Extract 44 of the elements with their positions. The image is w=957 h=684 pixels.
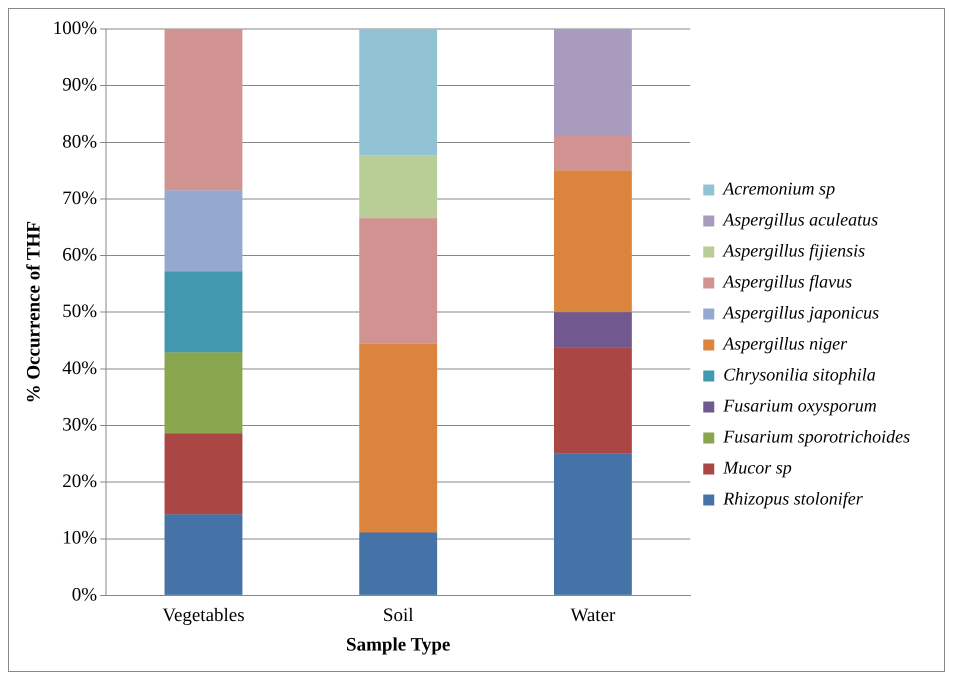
legend-label: Aspergillus aculeatus xyxy=(722,210,878,230)
legend-label: Aspergillus flavus xyxy=(722,272,852,292)
bar xyxy=(164,271,242,352)
y-tick-label: 70% xyxy=(62,188,98,209)
bar xyxy=(359,344,438,533)
y-tick-label: 90% xyxy=(62,74,98,96)
y-tick-label: 50% xyxy=(62,301,98,322)
y-tick-label: 100% xyxy=(52,18,98,39)
legend-label: Aspergillus niger xyxy=(722,334,848,354)
legend-label: Fusarium sporotrichoides xyxy=(722,426,910,447)
legend-label: Aspergillus japonicus xyxy=(722,302,880,323)
bar xyxy=(359,218,438,344)
legend-label: Acremonium sp xyxy=(722,178,836,199)
bar xyxy=(554,312,632,348)
bar xyxy=(359,29,438,156)
y-tick-label: 80% xyxy=(62,131,98,152)
bar xyxy=(164,433,242,514)
y-tick-label: 10% xyxy=(62,528,98,549)
y-tick-label: 0% xyxy=(72,584,98,606)
bar xyxy=(554,170,632,312)
x-tick-label: Vegetables xyxy=(162,604,245,626)
bar xyxy=(554,454,632,595)
y-tick-label: 60% xyxy=(62,244,98,266)
x-tick-label: Soil xyxy=(382,604,414,626)
bar xyxy=(554,135,632,171)
legend-label: Aspergillus fijiensis xyxy=(722,240,866,261)
legend-label: Fusarium oxysporum xyxy=(722,396,877,416)
bar xyxy=(359,155,438,218)
x-axis-title: Sample Type xyxy=(346,634,450,656)
legend-label: Mucor sp xyxy=(722,458,792,478)
bar xyxy=(554,348,632,454)
legend-label: Chrysonilia sitophila xyxy=(723,364,876,385)
x-tick-label: Water xyxy=(570,604,616,626)
y-tick-label: 40% xyxy=(62,358,98,379)
bar xyxy=(164,514,242,595)
y-axis-title: % Occurrence of THF xyxy=(23,220,44,404)
bar xyxy=(164,190,242,272)
bar xyxy=(164,29,242,190)
legend-label: Rhizopus stolonifer xyxy=(722,488,864,509)
bar xyxy=(359,532,438,595)
bar xyxy=(554,29,632,136)
y-tick-label: 30% xyxy=(62,414,98,436)
bar xyxy=(164,352,242,434)
y-tick-label: 20% xyxy=(62,471,98,492)
